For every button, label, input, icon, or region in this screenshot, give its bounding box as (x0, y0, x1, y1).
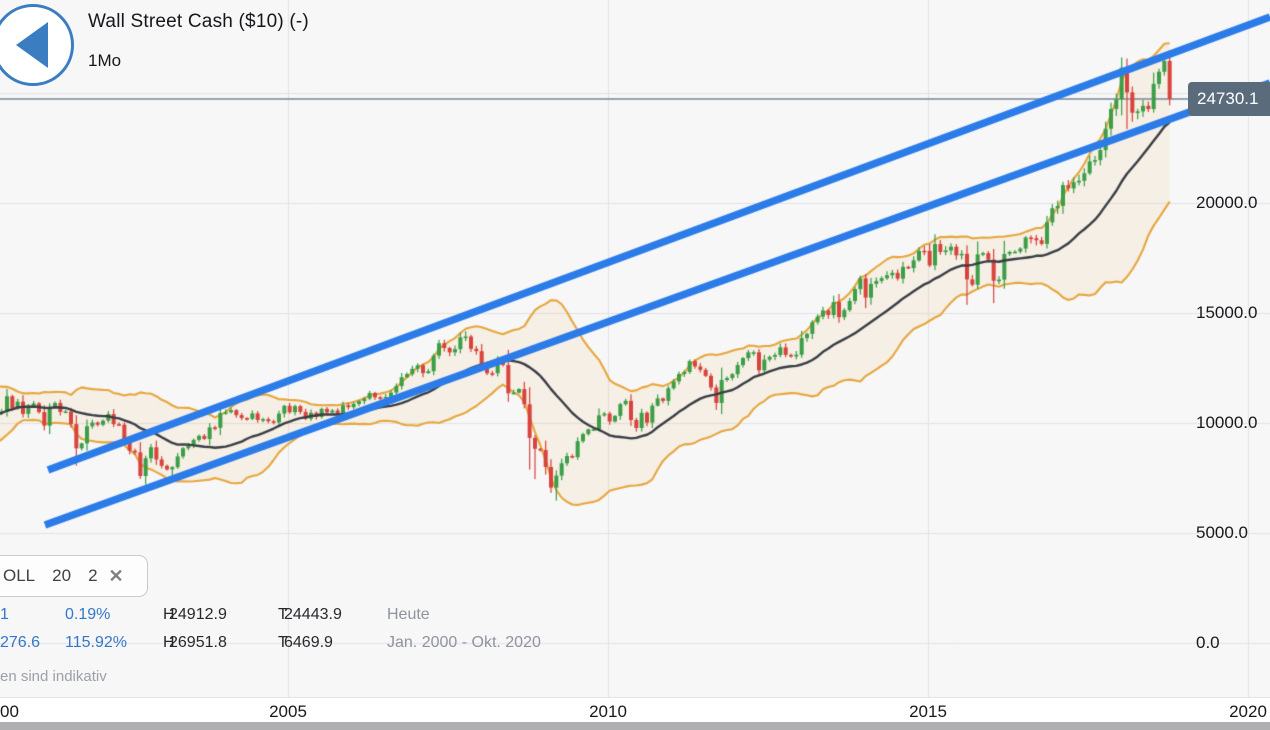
back-button[interactable] (0, 3, 78, 89)
session-stats-row: 1 0.19% H 24912.9 T 24443.9 Heute (0, 606, 430, 623)
indicator-name: OLL (3, 566, 36, 585)
indicator-period: 20 (52, 566, 72, 585)
range-period: Jan. 2000 - Okt. 2020 (387, 634, 541, 651)
disclaimer-text: en sind indikativ (0, 668, 107, 685)
chart-region: Wall Street Cash ($10) (-) 1Mo 20000.0 1… (0, 0, 1270, 697)
x-axis-label: 2010 (589, 702, 627, 721)
range-change-percent: 115.92% (65, 634, 127, 651)
price-chart[interactable] (0, 0, 1270, 697)
timeframe-label[interactable]: 1Mo (88, 51, 122, 70)
x-axis-label: 2020 (1229, 702, 1267, 721)
session-period: Heute (387, 606, 430, 623)
range-stats-row: 276.6 115.92% H 26951.8 T 6469.9 Jan. 2000… (0, 634, 541, 651)
change-value: 1 (0, 606, 9, 623)
x-axis-label: 00 (0, 702, 19, 721)
y-axis-label: 20000.0 (1196, 193, 1258, 212)
x-axis-label: 2015 (909, 702, 947, 721)
x-axis-label: 2005 (269, 702, 307, 721)
y-axis-label: 15000.0 (1196, 303, 1258, 322)
change-percent: 0.19% (65, 606, 111, 623)
range-change-value: 276.6 (0, 634, 41, 651)
y-axis-label: 10000.0 (1196, 413, 1258, 432)
indicator-deviation: 2 (88, 566, 98, 585)
instrument-title: Wall Street Cash ($10) (-) (88, 11, 309, 32)
bottom-scrollbar[interactable] (0, 722, 1270, 730)
y-axis-label: 0.0 (1196, 633, 1220, 652)
current-price-tag: 24730.1 (1188, 81, 1270, 116)
time-axis[interactable]: 00 2005 2010 2015 2020 (0, 697, 1270, 722)
indicator-box-boll[interactable]: OLL 20 2 ✕ (0, 555, 148, 597)
y-axis-label: 5000.0 (1196, 523, 1248, 542)
close-icon[interactable]: ✕ (108, 565, 124, 586)
back-arrow-icon (16, 22, 48, 68)
